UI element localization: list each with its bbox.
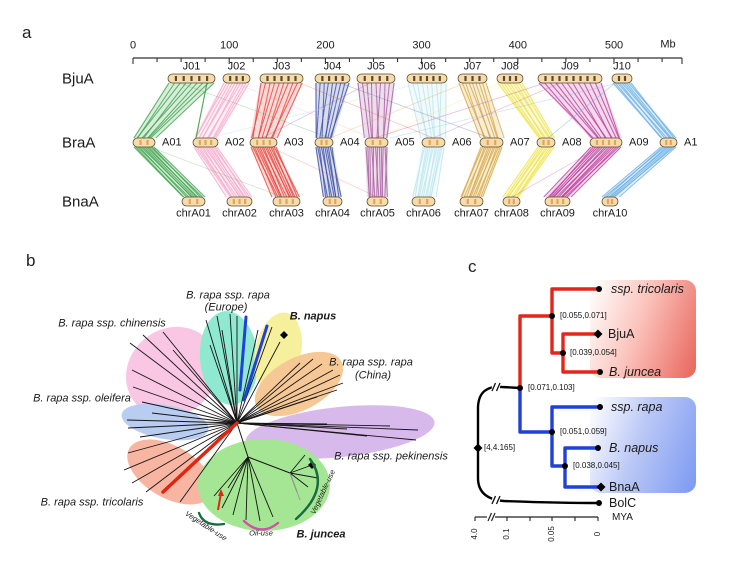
napus-clade-box [590, 397, 696, 493]
juncea-clade-box [590, 280, 696, 378]
